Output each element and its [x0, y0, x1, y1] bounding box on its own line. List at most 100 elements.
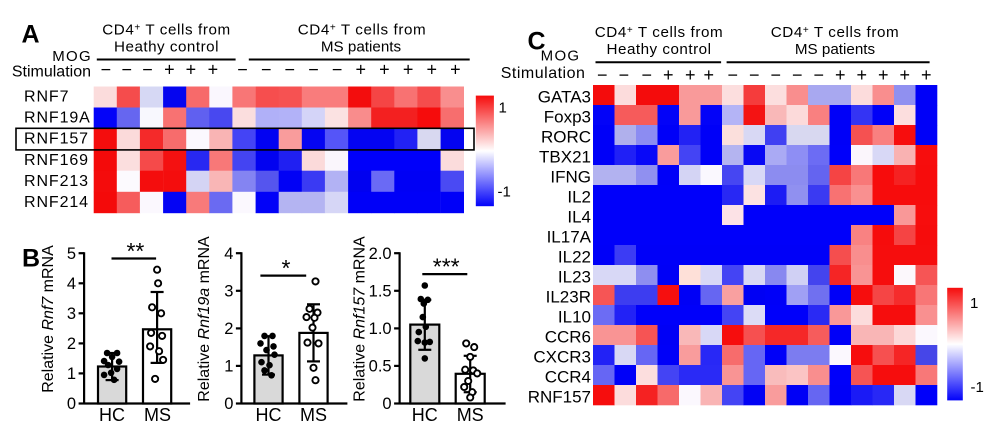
svg-text:+: +: [426, 59, 437, 79]
svg-text:Relative Rnf7 mRNA: Relative Rnf7 mRNA: [40, 245, 57, 393]
svg-text:RNF19A: RNF19A: [24, 110, 91, 127]
svg-text:RNF169: RNF169: [24, 152, 89, 169]
svg-text:0: 0: [382, 395, 391, 413]
svg-text:−: −: [261, 59, 272, 79]
svg-text:−: −: [749, 65, 760, 85]
svg-text:3: 3: [224, 283, 233, 301]
svg-text:3: 3: [67, 305, 76, 323]
svg-text:RNF7: RNF7: [24, 89, 69, 106]
svg-text:−: −: [727, 65, 738, 85]
svg-text:2: 2: [224, 320, 233, 338]
svg-text:+: +: [835, 65, 846, 85]
svg-text:1: 1: [67, 365, 76, 383]
svg-text:**: **: [126, 238, 144, 264]
svg-text:-1: -1: [971, 379, 984, 396]
svg-text:HC: HC: [412, 405, 438, 425]
svg-text:C: C: [528, 28, 546, 56]
svg-text:+: +: [899, 65, 910, 85]
svg-text:RNF157: RNF157: [528, 387, 591, 406]
svg-text:Stimulation: Stimulation: [12, 63, 91, 80]
svg-text:+: +: [878, 65, 889, 85]
svg-text:−: −: [813, 65, 824, 85]
svg-text:CD4+ T cells from: CD4+ T cells from: [771, 24, 900, 41]
svg-text:GATA3: GATA3: [538, 87, 591, 106]
svg-text:+: +: [379, 59, 390, 79]
svg-text:−: −: [101, 59, 112, 79]
svg-text:0: 0: [224, 395, 233, 413]
svg-text:-1: -1: [498, 184, 511, 201]
svg-text:IL23R: IL23R: [546, 287, 591, 306]
svg-text:0: 0: [67, 395, 76, 413]
svg-text:IL4: IL4: [567, 207, 591, 226]
svg-text:RNF213: RNF213: [24, 173, 89, 190]
svg-text:0.5: 0.5: [369, 358, 392, 376]
svg-text:4: 4: [224, 245, 233, 263]
svg-text:CXCR3: CXCR3: [533, 347, 591, 366]
svg-text:TBX21: TBX21: [539, 147, 591, 166]
svg-text:B: B: [22, 245, 40, 273]
svg-text:CD4+ T cells from: CD4+ T cells from: [298, 22, 427, 39]
svg-text:−: −: [308, 59, 319, 79]
svg-text:RNF214: RNF214: [24, 194, 89, 211]
svg-text:−: −: [237, 59, 248, 79]
svg-text:2: 2: [67, 335, 76, 353]
svg-text:+: +: [704, 65, 715, 85]
svg-text:2.0: 2.0: [369, 245, 392, 263]
svg-text:1: 1: [970, 295, 978, 312]
svg-text:1.0: 1.0: [369, 320, 392, 338]
svg-text:1.5: 1.5: [369, 283, 392, 301]
svg-text:Heathy control: Heathy control: [114, 39, 219, 56]
svg-text:−: −: [792, 65, 803, 85]
svg-text:MS: MS: [300, 405, 327, 425]
svg-text:CD4+ T cells from: CD4+ T cells from: [102, 22, 231, 39]
svg-text:IL2: IL2: [567, 187, 591, 206]
svg-text:MOG: MOG: [52, 48, 92, 65]
svg-text:CCR6: CCR6: [545, 327, 591, 346]
svg-text:Relative Rnf19a mRNA: Relative Rnf19a mRNA: [196, 236, 213, 402]
svg-text:MOG: MOG: [541, 47, 581, 64]
svg-text:Relative Rnf157 mRNA: Relative Rnf157 mRNA: [352, 236, 369, 402]
svg-text:+: +: [685, 65, 696, 85]
svg-text:*: *: [282, 255, 291, 281]
svg-text:Stimulation: Stimulation: [501, 65, 586, 82]
svg-text:+: +: [164, 59, 175, 79]
svg-text:Foxp3: Foxp3: [544, 107, 591, 126]
svg-text:+: +: [856, 65, 867, 85]
svg-text:IL17A: IL17A: [547, 227, 592, 246]
svg-text:−: −: [142, 59, 153, 79]
svg-text:5: 5: [67, 245, 76, 263]
svg-text:MS patients: MS patients: [321, 39, 402, 56]
svg-text:Heathy control: Heathy control: [607, 41, 712, 58]
svg-text:IL10: IL10: [558, 307, 591, 326]
svg-text:+: +: [356, 59, 367, 79]
svg-text:RORC: RORC: [541, 127, 591, 146]
svg-text:MS patients: MS patients: [795, 41, 876, 58]
svg-text:−: −: [619, 65, 630, 85]
svg-text:+: +: [450, 59, 461, 79]
svg-text:MS: MS: [144, 405, 171, 425]
svg-text:MS: MS: [457, 405, 484, 425]
svg-text:−: −: [285, 59, 296, 79]
svg-text:***: ***: [433, 253, 460, 279]
svg-text:HC: HC: [99, 405, 125, 425]
svg-text:+: +: [921, 65, 932, 85]
svg-text:+: +: [663, 65, 674, 85]
svg-text:−: −: [332, 59, 343, 79]
svg-text:+: +: [186, 59, 197, 79]
svg-text:1: 1: [224, 358, 233, 376]
svg-text:CD4+ T cells from: CD4+ T cells from: [595, 24, 724, 41]
svg-text:+: +: [208, 59, 219, 79]
svg-text:IL23: IL23: [558, 267, 591, 286]
svg-text:IL22: IL22: [558, 247, 591, 266]
svg-text:CCR4: CCR4: [545, 367, 591, 386]
svg-text:RNF157: RNF157: [24, 131, 89, 148]
svg-text:HC: HC: [256, 405, 282, 425]
svg-text:−: −: [641, 65, 652, 85]
svg-text:A: A: [22, 20, 40, 48]
svg-text:−: −: [770, 65, 781, 85]
svg-text:+: +: [403, 59, 414, 79]
svg-text:1: 1: [499, 100, 507, 117]
svg-text:4: 4: [67, 275, 76, 293]
svg-text:−: −: [121, 59, 132, 79]
svg-text:IFNG: IFNG: [550, 167, 591, 186]
